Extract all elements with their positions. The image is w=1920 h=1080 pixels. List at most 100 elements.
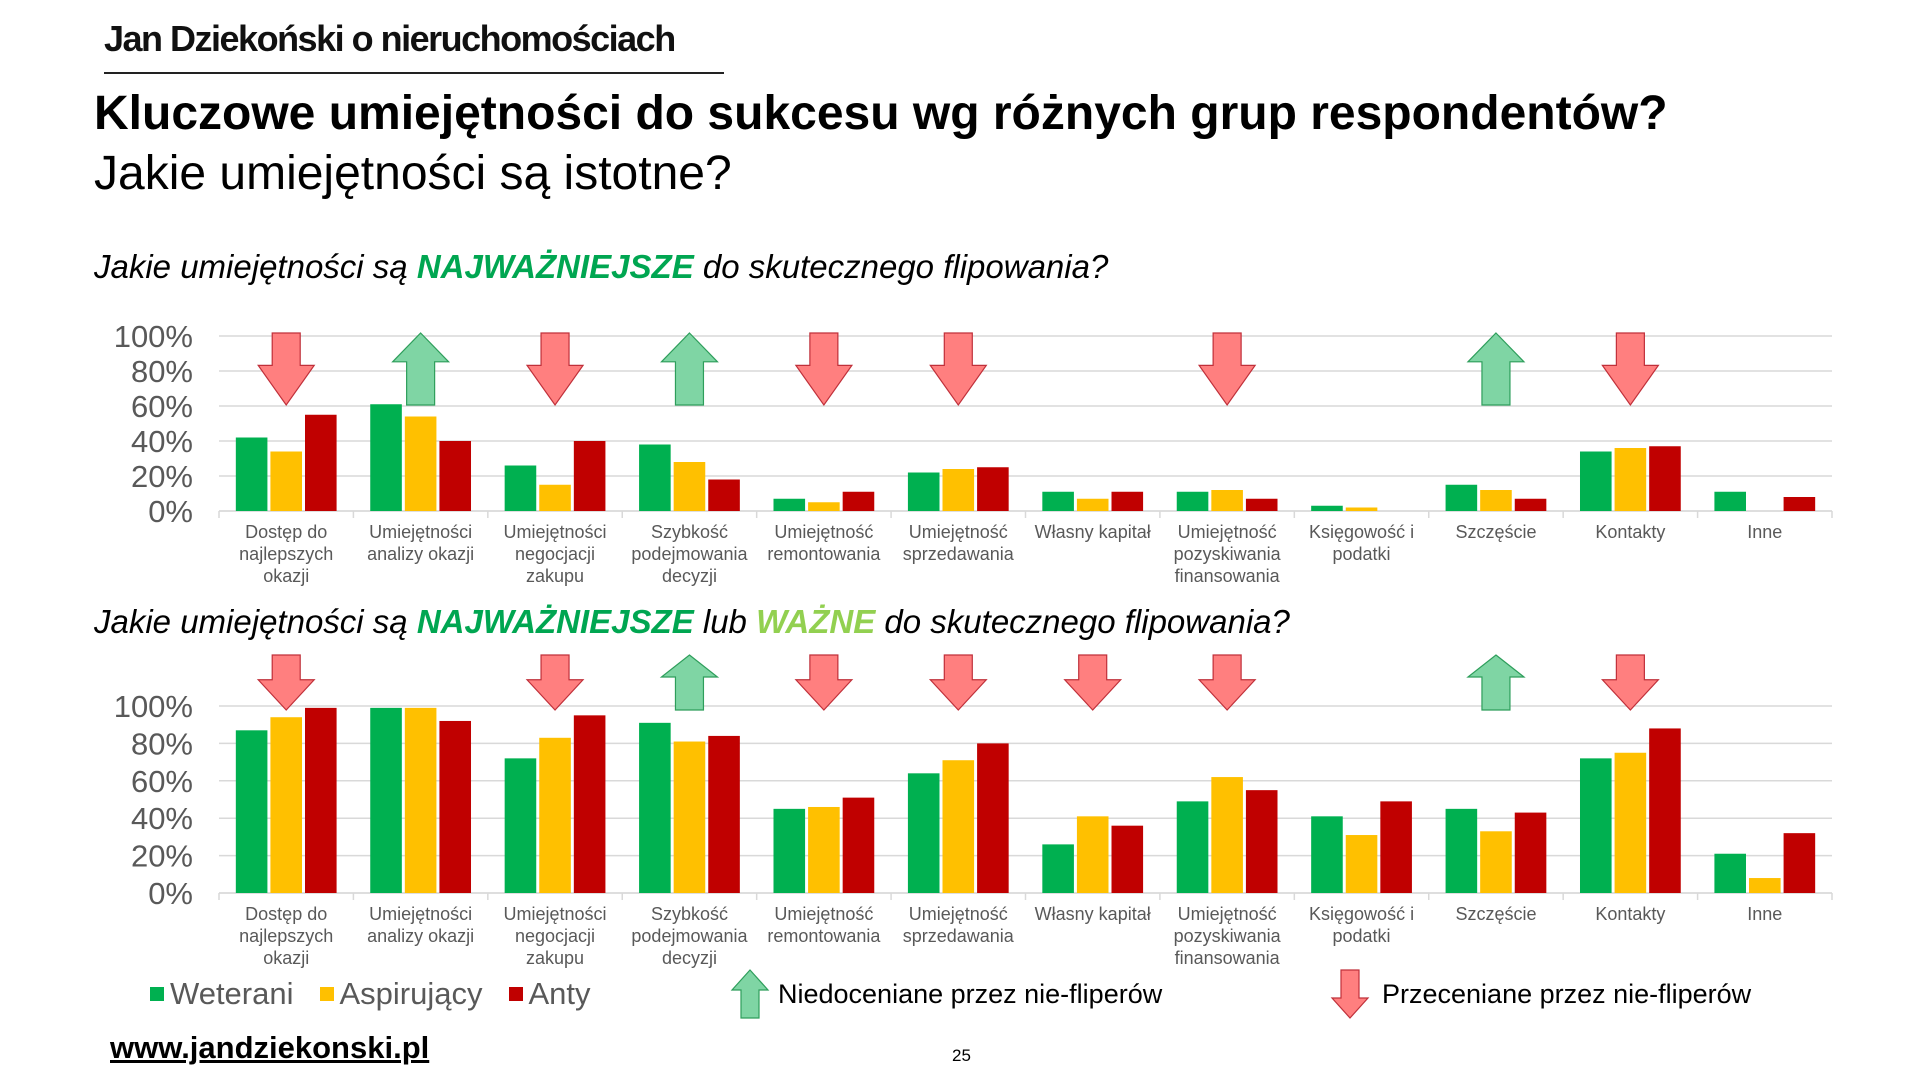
category-label-line: Umiejętności (369, 522, 472, 542)
bar-anty (1783, 833, 1816, 893)
category-label: Szczęście (1455, 904, 1536, 924)
bar-aspirujacy (270, 717, 303, 893)
legend-swatch-aspirujacy (319, 987, 334, 1001)
category-label: Umiejętności negocjacji zakupu (504, 522, 607, 586)
slide-title: Kluczowe umiejętności do sukcesu wg różn… (94, 87, 1668, 140)
bar-anty (1245, 790, 1278, 893)
category-label-line: sprzedawania (903, 926, 1015, 946)
bar-weterani (1579, 451, 1612, 511)
arrow-down-icon (1197, 332, 1257, 407)
category-label-line: Inne (1747, 522, 1782, 542)
bar-aspirujacy (1211, 777, 1243, 893)
q2-mid: lub (693, 603, 757, 640)
bar-anty (842, 491, 875, 511)
q1-pre: Jakie umiejętności są (94, 248, 417, 285)
category-label-line: podejmowania (631, 926, 748, 946)
category-label: Umiejętności analizy okazji (367, 522, 474, 564)
category-label-line: negocjacji (515, 926, 595, 946)
chart-najwazniejsze-lub-wazne: 0%20%40%60%80%100% Dostęp do najlepszych ok… (114, 654, 1833, 968)
brand-divider (104, 72, 724, 74)
q2-pre: Jakie umiejętności są (94, 603, 417, 640)
bar-weterani (1445, 484, 1478, 511)
bar-anty (842, 797, 875, 893)
category-label-line: Inne (1747, 904, 1782, 924)
y-tick-label: 20% (131, 839, 193, 874)
category-label-line: Kontakty (1595, 522, 1665, 542)
category-label: Księgowość i podatki (1309, 904, 1414, 946)
bar-anty (708, 735, 740, 893)
category-label: Kontakty (1595, 904, 1665, 924)
brand-logo-text: Jan Dziekoński o nieruchomościach (104, 18, 676, 59)
y-tick-label: 0% (148, 494, 193, 529)
arrow-down-icon (794, 654, 854, 711)
category-label: Umiejętność pozyskiwania finansowania (1174, 904, 1282, 968)
category-label-line: podejmowania (631, 544, 748, 564)
category-label: Szybkość podejmowania decyzji (631, 522, 748, 586)
page-number: 25 (952, 1046, 971, 1065)
category-label-line: Umiejętności (504, 522, 607, 542)
chart1-question: Jakie umiejętności są NAJWAŻNIEJSZE do s… (94, 248, 1108, 286)
bar-aspirujacy (1345, 507, 1378, 511)
arrow-up-icon (659, 654, 720, 711)
y-tick-label: 100% (114, 320, 193, 354)
bar-weterani (1714, 491, 1746, 511)
arrow-down-icon (928, 654, 988, 711)
bar-aspirujacy (270, 451, 303, 511)
category-label-line: zakupu (526, 948, 584, 968)
arrow-up-icon (660, 332, 719, 406)
bar-weterani (1579, 758, 1612, 893)
category-label-line: Własny kapitał (1035, 522, 1151, 542)
y-tick-label: 60% (131, 389, 193, 424)
legend-overvalued-label: Przeceniane przez nie-fliperów (1382, 978, 1752, 1009)
footer-url[interactable]: www.jandziekonski.pl (110, 1030, 430, 1065)
legend-item-weterani: Weterani (150, 976, 294, 1012)
category-label: Własny kapitał (1035, 522, 1151, 542)
category-label-line: Szczęście (1455, 904, 1536, 924)
bar-aspirujacy (1211, 490, 1243, 511)
bar-anty (305, 414, 337, 511)
category-label-line: okazji (263, 948, 309, 968)
bar-weterani (639, 444, 671, 511)
category-label-line: Umiejętność (1178, 522, 1277, 542)
category-label-line: decyzji (662, 948, 717, 968)
bar-weterani (504, 758, 537, 893)
y-tick-label: 100% (114, 689, 193, 724)
bar-anty (1783, 497, 1816, 511)
bar-aspirujacy (1076, 498, 1109, 511)
category-label: Umiejętność pozyskiwania finansowania (1174, 522, 1282, 586)
category-label: Księgowość i podatki (1309, 522, 1414, 564)
q2-highlight: NAJWAŻNIEJSZE (416, 603, 694, 640)
bar-weterani (773, 498, 806, 511)
bar-weterani (1042, 844, 1074, 893)
bar-weterani (639, 722, 671, 893)
bar-anty (977, 743, 1009, 893)
arrow-down-icon (525, 654, 585, 711)
category-label-line: Szybkość (651, 904, 728, 924)
category-label-line: Umiejętności (369, 904, 472, 924)
bar-aspirujacy (1345, 835, 1378, 893)
category-label-line: Dostęp do (245, 904, 327, 924)
y-tick-label: 80% (131, 726, 193, 761)
bar-anty (573, 441, 606, 511)
q2-highlight2: WAŻNE (756, 603, 876, 640)
category-label: Własny kapitał (1035, 904, 1151, 924)
arrow-down-icon (525, 332, 585, 407)
category-label-line: Dostęp do (245, 522, 327, 542)
bar-anty (1649, 446, 1681, 511)
bar-weterani (1311, 816, 1343, 893)
bar-anty (708, 479, 740, 511)
legend-label-aspirujacy: Aspirujący (339, 976, 483, 1011)
category-label-line: pozyskiwania (1174, 544, 1282, 564)
category-label-line: negocjacji (515, 544, 595, 564)
category-label: Kontakty (1595, 522, 1665, 542)
category-label-line: Kontakty (1595, 904, 1665, 924)
category-label-line: finansowania (1175, 948, 1281, 968)
category-label-line: Szczęście (1455, 522, 1536, 542)
category-label-line: najlepszych (239, 544, 333, 564)
category-label-line: finansowania (1175, 566, 1281, 586)
category-label: Inne (1747, 904, 1782, 924)
arrow-down-icon (1601, 332, 1660, 407)
category-label-line: Szybkość (651, 522, 728, 542)
bar-weterani (1176, 801, 1209, 893)
arrow-up-icon (1466, 332, 1526, 406)
